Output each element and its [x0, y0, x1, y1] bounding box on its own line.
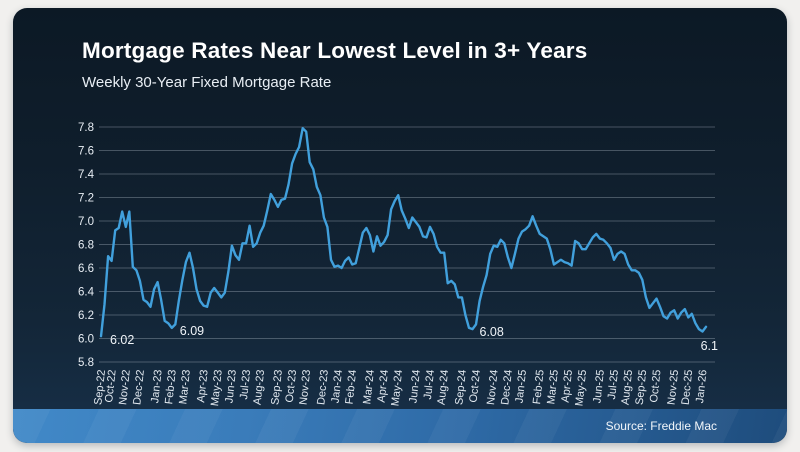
x-tick-label: Nov-22 [117, 369, 133, 406]
chart-subtitle: Weekly 30-Year Fixed Mortgage Rate [82, 74, 332, 91]
y-tick-label: 7.4 [78, 169, 95, 181]
x-tick-label: Dec-25 [680, 369, 696, 406]
x-tick-label: Nov-23 [298, 369, 314, 406]
x-tick-label: Oct-22 [103, 369, 118, 403]
chart-card: 5.8 6.0 6.2 6.4 6.6 6.8 7.0 7.2 7.4 7.6 7.8 Sep-22 O… [13, 8, 787, 443]
data-point-label: 6.09 [180, 324, 204, 338]
x-tick-label: Jan-26 [694, 369, 709, 404]
rate-line [99, 126, 708, 338]
x-tick-label: Nov-25 [666, 369, 682, 406]
x-tick-label: May-25 [573, 369, 589, 407]
x-tick-label: Jun-25 [591, 369, 606, 404]
y-tick-label: 6.8 [78, 240, 94, 252]
x-tick-label: Jan-25 [514, 369, 529, 404]
x-tick-label: Mar-24 [361, 369, 377, 405]
x-tick-label: May-24 [389, 369, 405, 407]
data-point-label: 6.08 [480, 325, 504, 339]
x-tick-label: Dec-22 [131, 369, 147, 406]
x-tick-label: Sep-23 [269, 369, 285, 406]
source-label: Source: Freddie Mac [605, 419, 717, 433]
y-tick-label: 7.6 [78, 146, 94, 158]
x-tick-label: Oct-23 [284, 369, 299, 403]
y-tick-label: 6.6 [78, 263, 94, 275]
x-tick-label: Feb-25 [531, 369, 547, 405]
y-tick-label: 6.2 [78, 310, 94, 322]
y-tick-label: 5.8 [78, 357, 94, 369]
x-tick-label: Jul-24 [422, 369, 437, 400]
data-point-label: 6.1 [701, 339, 718, 353]
x-tick-label: Aug-23 [252, 369, 268, 406]
mortgage-rate-chart: 5.86.06.26.46.66.87.07.27.47.67.8Sep-22O… [78, 122, 718, 407]
source-bar: Source: Freddie Mac [13, 409, 787, 443]
x-tick-label: Oct-24 [468, 369, 483, 403]
x-tick-label: Apr-24 [376, 369, 391, 403]
x-tick-label: Mar-25 [545, 369, 561, 405]
y-tick-label: 7.8 [78, 122, 94, 134]
x-tick-label: Dec-24 [499, 369, 515, 406]
y-tick-label: 6.4 [78, 287, 95, 299]
x-tick-label: Sep-24 [453, 369, 469, 406]
x-tick-label: Dec-23 [315, 369, 331, 406]
x-tick-label: Mar-23 [177, 369, 193, 405]
x-tick-label: Jan-24 [330, 369, 345, 404]
x-tick-label: Jul-25 [606, 369, 621, 400]
x-tick-label: Nov-24 [485, 369, 501, 406]
y-tick-label: 7.0 [78, 216, 94, 228]
x-tick-label: Aug-24 [436, 369, 452, 406]
y-tick-label: 6.0 [78, 334, 94, 346]
data-point-label: 6.02 [110, 333, 134, 347]
chart-header: Mortgage Rates Near Lowest Level in 3+ Y… [82, 38, 587, 91]
x-tick-label: Jul-23 [238, 369, 253, 400]
x-tick-label: Jun-23 [223, 369, 238, 404]
x-tick-label: May-23 [209, 369, 225, 407]
x-tick-label: Sep-25 [634, 369, 650, 406]
x-tick-label: Apr-25 [560, 369, 575, 403]
y-tick-label: 7.2 [78, 193, 94, 205]
x-tick-label: Jan-23 [149, 369, 164, 404]
x-tick-label: Aug-25 [620, 369, 636, 406]
x-tick-label: Apr-23 [195, 369, 210, 403]
page-title: Mortgage Rates Near Lowest Level in 3+ Y… [82, 38, 588, 63]
x-tick-label: Feb-24 [344, 369, 360, 405]
x-tick-label: Feb-23 [163, 369, 179, 405]
x-tick-label: Oct-25 [648, 369, 663, 403]
x-tick-label: Sep-22 [92, 369, 108, 406]
x-tick-label: Jun-24 [407, 369, 422, 404]
